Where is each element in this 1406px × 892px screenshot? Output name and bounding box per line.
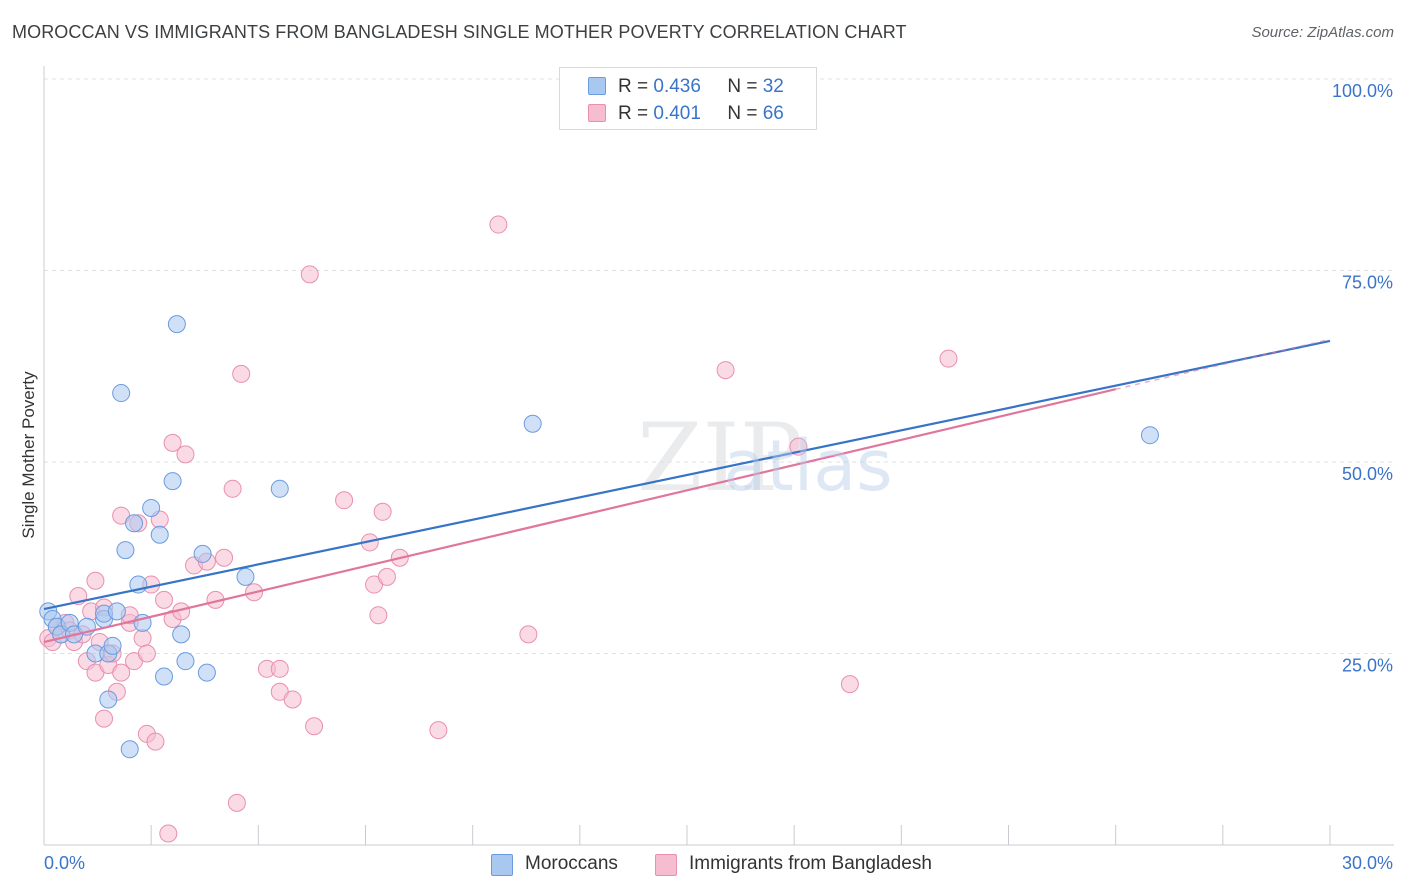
source-label: Source: ZipAtlas.com — [1251, 24, 1394, 41]
data-point-bangladesh — [95, 709, 114, 728]
data-point-bangladesh — [232, 364, 251, 383]
data-point-bangladesh — [939, 349, 958, 368]
legend-label: Immigrants from Bangladesh — [689, 853, 932, 874]
data-point-bangladesh — [137, 644, 156, 663]
data-point-moroccans — [120, 740, 139, 759]
data-point-bangladesh — [176, 445, 195, 464]
data-point-bangladesh — [519, 625, 538, 644]
r-value: 0.401 — [653, 103, 701, 124]
data-point-bangladesh — [429, 721, 448, 740]
data-point-moroccans — [167, 315, 186, 334]
data-point-moroccans — [236, 567, 255, 586]
blue-swatch — [588, 77, 606, 95]
data-point-moroccans — [176, 652, 195, 671]
x-tick-label: 30.0% — [1342, 853, 1393, 873]
y-tick-label: 75.0% — [1342, 273, 1393, 293]
data-point-moroccans — [270, 479, 289, 498]
correlation-legend: R = 0.436 N = 32 R = 0.401 N = 66 — [559, 67, 817, 130]
data-point-bangladesh — [155, 590, 174, 609]
data-point-moroccans — [107, 602, 126, 621]
trendline-bangladesh-extension — [1115, 338, 1331, 390]
data-point-moroccans — [125, 514, 144, 533]
r-value: 0.436 — [653, 76, 701, 97]
data-point-moroccans — [116, 541, 135, 560]
trendline-moroccans — [43, 339, 1331, 611]
data-point-bangladesh — [369, 606, 388, 625]
legend-label: Moroccans — [525, 853, 618, 874]
n-value: 32 — [762, 76, 784, 97]
chart-title: MOROCCAN VS IMMIGRANTS FROM BANGLADESH S… — [12, 22, 907, 42]
r-label: R = — [618, 76, 649, 97]
data-point-moroccans — [163, 472, 182, 491]
x-tick-label: 0.0% — [44, 853, 85, 873]
data-point-moroccans — [99, 690, 118, 709]
data-point-bangladesh — [112, 663, 131, 682]
pink-swatch — [655, 854, 677, 876]
blue-swatch — [491, 854, 513, 876]
data-point-bangladesh — [373, 502, 392, 521]
watermark-text-suffix: atlas — [723, 425, 892, 507]
data-point-bangladesh — [159, 824, 178, 843]
data-point-moroccans — [155, 667, 174, 686]
data-point-moroccans — [1140, 426, 1159, 445]
y-tick-label: 100.0% — [1332, 81, 1393, 101]
data-point-bangladesh — [215, 548, 234, 567]
pink-swatch — [588, 104, 606, 122]
data-point-bangladesh — [305, 717, 324, 736]
data-point-moroccans — [112, 384, 131, 403]
data-point-bangladesh — [283, 690, 302, 709]
data-point-moroccans — [103, 636, 122, 655]
y-tick-label: 50.0% — [1342, 464, 1393, 484]
data-point-moroccans — [197, 663, 216, 682]
data-point-moroccans — [523, 414, 542, 433]
data-point-bangladesh — [840, 675, 859, 694]
n-value: 66 — [762, 103, 784, 124]
r-label: R = — [618, 103, 649, 124]
data-point-moroccans — [193, 544, 212, 563]
data-point-bangladesh — [300, 265, 319, 284]
data-point-bangladesh — [163, 433, 182, 452]
n-label: N = — [727, 76, 758, 97]
data-point-moroccans — [150, 525, 169, 544]
y-tick-label: 25.0% — [1342, 656, 1393, 676]
data-point-bangladesh — [335, 491, 354, 510]
data-point-bangladesh — [86, 571, 105, 590]
data-point-bangladesh — [223, 479, 242, 498]
data-point-bangladesh — [133, 629, 152, 648]
trendline-bangladesh — [43, 388, 1116, 644]
data-point-moroccans — [142, 498, 161, 517]
data-point-bangladesh — [146, 732, 165, 751]
data-point-bangladesh — [227, 793, 246, 812]
y-axis-label: Single Mother Poverty — [19, 371, 38, 539]
data-point-bangladesh — [489, 215, 508, 234]
data-point-moroccans — [172, 625, 191, 644]
n-label: N = — [727, 103, 758, 124]
data-point-bangladesh — [377, 567, 396, 586]
data-point-bangladesh — [716, 361, 735, 380]
data-point-bangladesh — [270, 659, 289, 678]
